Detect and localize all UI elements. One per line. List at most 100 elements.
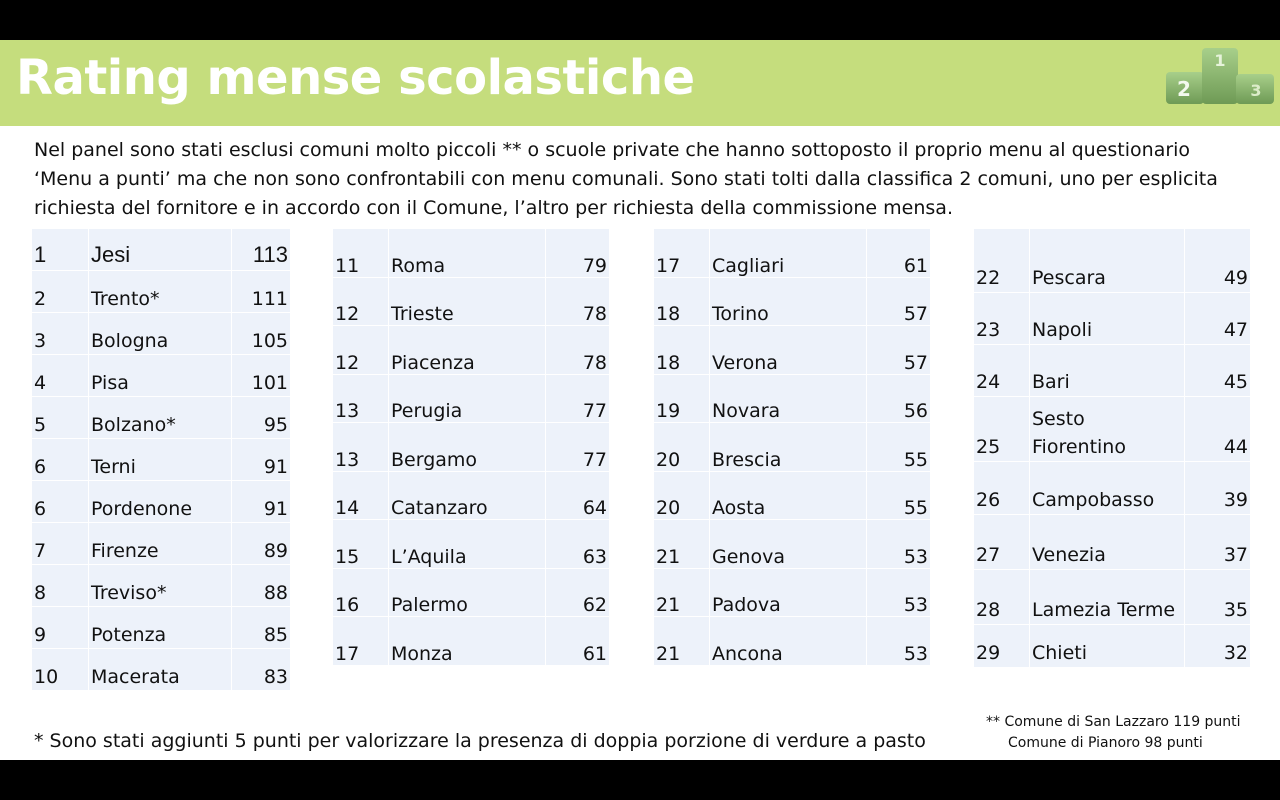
table-row: 2 Trento* 111 — [32, 271, 290, 312]
table-row: 15 L’Aquila 63 — [333, 520, 609, 568]
rank-cell: 20 — [654, 471, 709, 519]
city-cell: Bergamo — [389, 423, 545, 471]
footnote-added-points: * Sono stati aggiunti 5 punti per valori… — [34, 730, 926, 752]
footnote-excluded-comuni: ** Comune di San Lazzaro 119 punti Comun… — [986, 712, 1241, 754]
city-cell: Piacenza — [389, 326, 545, 374]
rank-cell: 18 — [654, 277, 709, 325]
table-row: 17 Cagliari 61 — [654, 229, 930, 277]
points-cell: 53 — [867, 617, 930, 665]
points-cell: 61 — [546, 617, 609, 665]
points-cell: 61 — [867, 229, 930, 277]
table-row: 23 Napoli 47 — [974, 293, 1250, 344]
city-cell: Perugia — [389, 374, 545, 422]
city-cell: Macerata — [89, 649, 231, 690]
points-cell: 56 — [867, 374, 930, 422]
rank-cell: 5 — [32, 397, 88, 438]
city-cell: Padova — [710, 568, 866, 616]
rank-cell: 6 — [32, 439, 88, 480]
table-row: 24 Bari 45 — [974, 345, 1250, 396]
table-row: 9 Potenza 85 — [32, 607, 290, 648]
footnote-line: ** Comune di San Lazzaro 119 punti — [986, 714, 1241, 730]
rank-cell: 16 — [333, 568, 388, 616]
city-cell: L’Aquila — [389, 520, 545, 568]
table-row: 20 Brescia 55 — [654, 423, 930, 471]
rank-cell: 2 — [32, 271, 88, 312]
table-row: 13 Bergamo 77 — [333, 423, 609, 471]
rank-cell: 21 — [654, 520, 709, 568]
city-cell: Brescia — [710, 423, 866, 471]
rank-cell: 26 — [974, 462, 1029, 514]
city-cell: Cagliari — [710, 229, 866, 277]
points-cell: 91 — [232, 481, 290, 522]
points-cell: 62 — [546, 568, 609, 616]
rank-cell: 12 — [333, 277, 388, 325]
rank-cell: 24 — [974, 345, 1029, 396]
title-bar: Rating mense scolastiche 1 2 3 — [0, 40, 1280, 126]
points-cell: 63 — [546, 520, 609, 568]
city-cell: Torino — [710, 277, 866, 325]
city-cell: Trieste — [389, 277, 545, 325]
city-cell: Palermo — [389, 568, 545, 616]
table-row: 11 Roma 79 — [333, 229, 609, 277]
points-cell: 78 — [546, 326, 609, 374]
table-row: 4 Pisa 101 — [32, 355, 290, 396]
podium-third: 3 — [1250, 81, 1261, 100]
points-cell: 64 — [546, 471, 609, 519]
rank-cell: 14 — [333, 471, 388, 519]
rank-cell: 15 — [333, 520, 388, 568]
podium-first: 1 — [1214, 51, 1225, 70]
slide-title: Rating mense scolastiche — [16, 50, 695, 106]
rank-cell: 4 — [32, 355, 88, 396]
points-cell: 53 — [867, 520, 930, 568]
points-cell: 85 — [232, 607, 290, 648]
ranking-table-1: 1 Jesi 113 2 Trento* 111 3 Bologna 105 4 Pisa 10… — [31, 228, 291, 691]
ranking-table-4: 22 Pescara 49 23 Napoli 47 24 Bari 45 25 Sesto … — [973, 228, 1251, 668]
city-cell: Ancona — [710, 617, 866, 665]
table-row: 26 Campobasso 39 — [974, 462, 1250, 514]
table-row: 27 Venezia 37 — [974, 515, 1250, 569]
table-row: 14 Catanzaro 64 — [333, 471, 609, 519]
points-cell: 55 — [867, 471, 930, 519]
table-row: 5 Bolzano* 95 — [32, 397, 290, 438]
points-cell: 95 — [232, 397, 290, 438]
rank-cell: 13 — [333, 423, 388, 471]
points-cell: 57 — [867, 326, 930, 374]
rank-cell: 18 — [654, 326, 709, 374]
table-row: 21 Ancona 53 — [654, 617, 930, 665]
city-cell: Roma — [389, 229, 545, 277]
table-row: 21 Padova 53 — [654, 568, 930, 616]
podium-icon: 1 2 3 — [1166, 48, 1274, 104]
points-cell: 89 — [232, 523, 290, 564]
points-cell: 78 — [546, 277, 609, 325]
table-row: 3 Bologna 105 — [32, 313, 290, 354]
table-row: 8 Treviso* 88 — [32, 565, 290, 606]
points-cell: 53 — [867, 568, 930, 616]
points-cell: 57 — [867, 277, 930, 325]
city-cell: Verona — [710, 326, 866, 374]
table-row: 25 Sesto Fiorentino 44 — [974, 397, 1250, 461]
city-cell: Pordenone — [89, 481, 231, 522]
rank-cell: 23 — [974, 293, 1029, 344]
city-cell: Bolzano* — [89, 397, 231, 438]
intro-paragraph: Nel panel sono stati esclusi comuni molt… — [34, 139, 1218, 219]
table-row: 18 Verona 57 — [654, 326, 930, 374]
podium-second: 2 — [1177, 77, 1191, 101]
city-cell: Pisa — [89, 355, 231, 396]
rank-cell: 3 — [32, 313, 88, 354]
points-cell: 44 — [1185, 397, 1250, 461]
points-cell: 55 — [867, 423, 930, 471]
table-row: 18 Torino 57 — [654, 277, 930, 325]
ranking-table-2: 11 Roma 79 12 Trieste 78 12 Piacenza 78 13 Peru… — [332, 228, 610, 666]
city-cell: Terni — [89, 439, 231, 480]
city-cell: Monza — [389, 617, 545, 665]
points-cell: 39 — [1185, 462, 1250, 514]
rank-cell: 20 — [654, 423, 709, 471]
footnote-line: Comune di Pianoro 98 punti — [1008, 735, 1203, 751]
table-row: 7 Firenze 89 — [32, 523, 290, 564]
table-row: 10 Macerata 83 — [32, 649, 290, 690]
rank-cell: 22 — [974, 229, 1029, 292]
table-row: 19 Novara 56 — [654, 374, 930, 422]
city-cell: Firenze — [89, 523, 231, 564]
city-cell: Sesto Fiorentino — [1030, 397, 1184, 461]
table-row: 28 Lamezia Terme 35 — [974, 570, 1250, 624]
